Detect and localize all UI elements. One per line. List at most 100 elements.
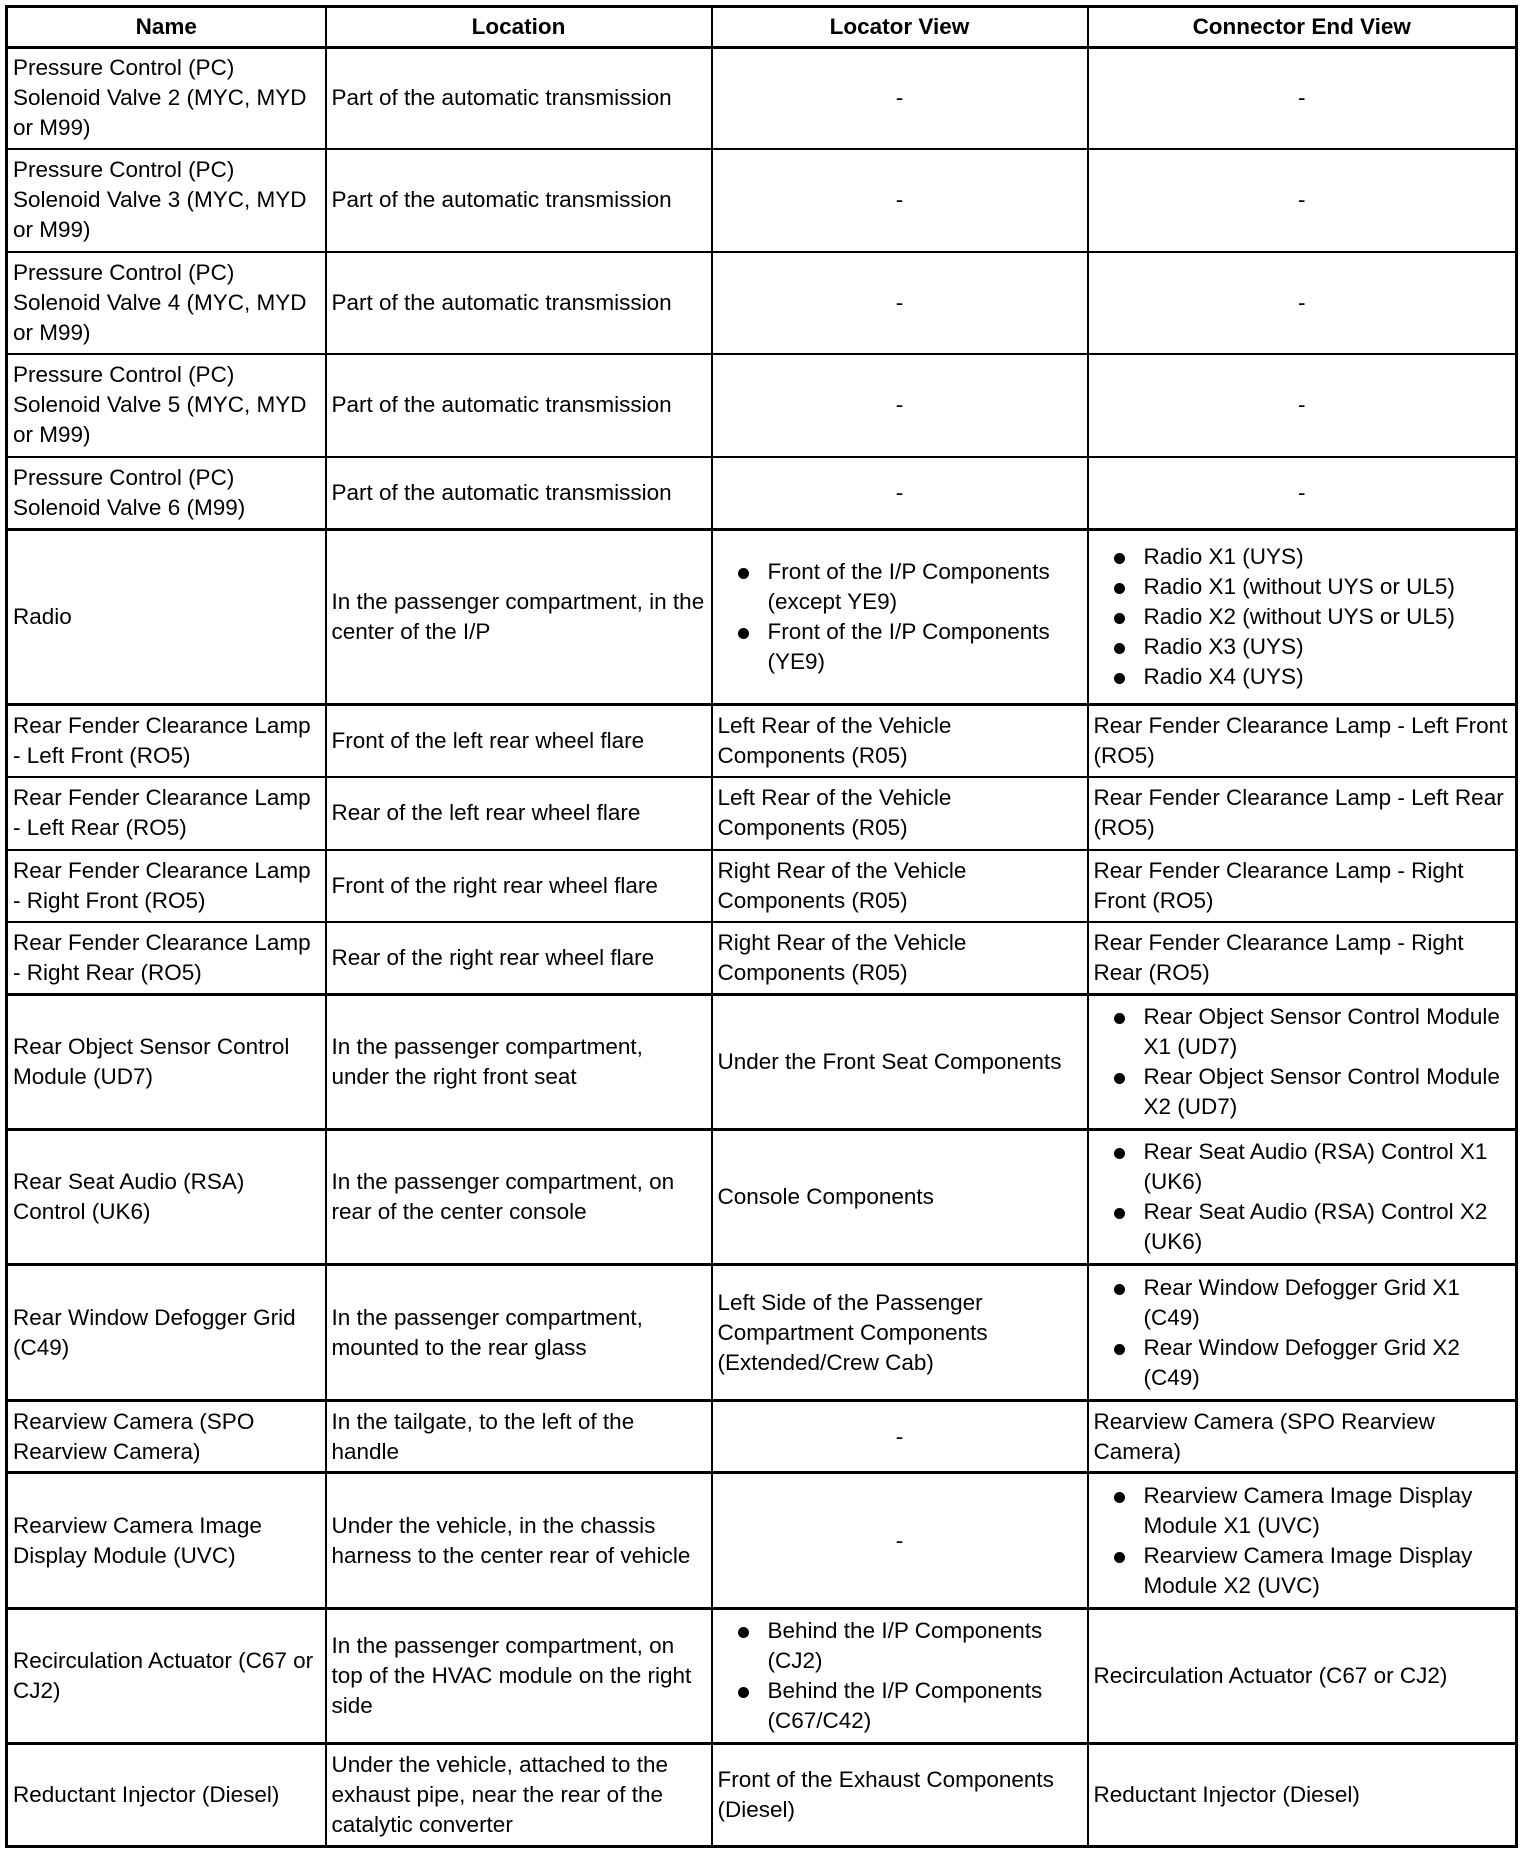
table-row: Pressure Control (PC) Solenoid Valve 5 (… <box>5 352 1518 458</box>
cell-connector: - <box>1086 46 1518 150</box>
table-row: Rear Fender Clearance Lamp - Right Front… <box>5 848 1518 923</box>
cell-connector: Rear Fender Clearance Lamp - Right Front… <box>1086 848 1518 923</box>
cell-location: In the tailgate, to the left of the hand… <box>324 1399 713 1474</box>
cell-location: Front of the left rear wheel flare <box>324 703 713 778</box>
bullet-item: Radio X4 (UYS) <box>1094 662 1511 692</box>
cell-locator: - <box>710 352 1089 458</box>
cell-location: Part of the automatic transmission <box>324 455 713 531</box>
table-row: Rear Window Defogger Grid (C49) In the pa… <box>5 1263 1518 1402</box>
cell-connector: Recirculation Actuator (C67 or CJ2) <box>1086 1607 1518 1745</box>
bullet-item: Rear Object Sensor Control Module X2 (UD… <box>1094 1062 1511 1122</box>
bullet-list: Behind the I/P Components (CJ2) Behind th… <box>718 1616 1082 1736</box>
table-row: Rear Object Sensor Control Module (UD7) I… <box>5 993 1518 1131</box>
cell-name: Pressure Control (PC) Solenoid Valve 4 (… <box>5 250 327 355</box>
cell-name: Pressure Control (PC) Solenoid Valve 5 (… <box>5 352 327 458</box>
cell-connector: Rearview Camera (SPO Rearview Camera) <box>1086 1399 1518 1474</box>
cell-connector: Radio X1 (UYS) Radio X1 (without UYS or U… <box>1086 528 1518 706</box>
bullet-list: Rear Seat Audio (RSA) Control X1 (UK6) Re… <box>1094 1137 1511 1257</box>
cell-locator: Left Rear of the Vehicle Components (R05… <box>710 703 1089 778</box>
cell-name: Rear Fender Clearance Lamp - Right Rear … <box>5 920 327 996</box>
cell-locator: Right Rear of the Vehicle Components (R0… <box>710 920 1089 996</box>
table-row: Rearview Camera (SPO Rearview Camera) In … <box>5 1399 1518 1474</box>
bullet-item: Rear Window Defogger Grid X1 (C49) <box>1094 1273 1511 1333</box>
table-row: Radio In the passenger compartment, in th… <box>5 528 1518 706</box>
cell-locator: - <box>710 1399 1089 1474</box>
cell-location: Front of the right rear wheel flare <box>324 848 713 923</box>
cell-location: In the passenger compartment, on top of … <box>324 1607 713 1745</box>
cell-name: Pressure Control (PC) Solenoid Valve 2 (… <box>5 46 327 150</box>
component-locator-table: Name Location Locator View Connector End… <box>5 5 1518 1848</box>
table-row: Rear Fender Clearance Lamp - Left Front … <box>5 703 1518 778</box>
cell-connector: - <box>1086 250 1518 355</box>
cell-name: Rear Object Sensor Control Module (UD7) <box>5 993 327 1131</box>
bullet-list: Rear Window Defogger Grid X1 (C49) Rear W… <box>1094 1273 1511 1393</box>
cell-locator: - <box>710 250 1089 355</box>
cell-name: Rear Fender Clearance Lamp - Left Rear (… <box>5 775 327 851</box>
cell-locator: - <box>710 46 1089 150</box>
table-row: Rearview Camera Image Display Module (UV… <box>5 1471 1518 1610</box>
cell-connector: Rear Window Defogger Grid X1 (C49) Rear W… <box>1086 1263 1518 1402</box>
bullet-item: Radio X2 (without UYS or UL5) <box>1094 602 1511 632</box>
cell-name: Radio <box>5 528 327 706</box>
cell-connector: Rearview Camera Image Display Module X1 … <box>1086 1471 1518 1610</box>
bullet-item: Radio X1 (without UYS or UL5) <box>1094 572 1511 602</box>
cell-name: Rear Seat Audio (RSA) Control (UK6) <box>5 1128 327 1266</box>
cell-location: Rear of the left rear wheel flare <box>324 775 713 851</box>
bullet-item: Behind the I/P Components (CJ2) <box>718 1616 1082 1676</box>
bullet-item: Front of the I/P Components (YE9) <box>718 617 1082 677</box>
cell-locator: Behind the I/P Components (CJ2) Behind th… <box>710 1607 1089 1745</box>
bullet-item: Rear Seat Audio (RSA) Control X2 (UK6) <box>1094 1197 1511 1257</box>
header-row: Name Location Locator View Connector End… <box>5 5 1518 49</box>
header-location: Location <box>324 5 713 49</box>
cell-location: Part of the automatic transmission <box>324 352 713 458</box>
cell-location: In the passenger compartment, under the … <box>324 993 713 1131</box>
bullet-item: Rearview Camera Image Display Module X2 … <box>1094 1541 1511 1601</box>
cell-locator: Right Rear of the Vehicle Components (R0… <box>710 848 1089 923</box>
bullet-item: Behind the I/P Components (C67/C42) <box>718 1676 1082 1736</box>
cell-location: Part of the automatic transmission <box>324 250 713 355</box>
cell-locator: Front of the Exhaust Components (Diesel) <box>710 1742 1089 1848</box>
cell-locator: - <box>710 455 1089 531</box>
cell-location: In the passenger compartment, on rear of… <box>324 1128 713 1266</box>
cell-locator: Under the Front Seat Components <box>710 993 1089 1131</box>
cell-location: Under the vehicle, in the chassis harnes… <box>324 1471 713 1610</box>
cell-name: Rear Fender Clearance Lamp - Left Front … <box>5 703 327 778</box>
cell-connector: - <box>1086 352 1518 458</box>
table-row: Rear Seat Audio (RSA) Control (UK6) In th… <box>5 1128 1518 1266</box>
cell-locator: - <box>710 1471 1089 1610</box>
bullet-item: Rear Object Sensor Control Module X1 (UD… <box>1094 1002 1511 1062</box>
cell-connector: Rear Object Sensor Control Module X1 (UD… <box>1086 993 1518 1131</box>
table-row: Recirculation Actuator (C67 or CJ2) In th… <box>5 1607 1518 1745</box>
cell-name: Recirculation Actuator (C67 or CJ2) <box>5 1607 327 1745</box>
table-row: Pressure Control (PC) Solenoid Valve 2 (… <box>5 46 1518 150</box>
cell-locator: Front of the I/P Components (except YE9)… <box>710 528 1089 706</box>
cell-location: Part of the automatic transmission <box>324 147 713 253</box>
bullet-item: Front of the I/P Components (except YE9) <box>718 557 1082 617</box>
table-row: Pressure Control (PC) Solenoid Valve 4 (… <box>5 250 1518 355</box>
table-row: Pressure Control (PC) Solenoid Valve 6 (… <box>5 455 1518 531</box>
table-row: Pressure Control (PC) Solenoid Valve 3 (… <box>5 147 1518 253</box>
cell-connector: Rear Fender Clearance Lamp - Right Rear … <box>1086 920 1518 996</box>
bullet-item: Radio X3 (UYS) <box>1094 632 1511 662</box>
cell-location: In the passenger compartment, mounted to… <box>324 1263 713 1402</box>
cell-name: Pressure Control (PC) Solenoid Valve 6 (… <box>5 455 327 531</box>
bullet-item: Rear Seat Audio (RSA) Control X1 (UK6) <box>1094 1137 1511 1197</box>
cell-name: Rearview Camera Image Display Module (UV… <box>5 1471 327 1610</box>
cell-location: Part of the automatic transmission <box>324 46 713 150</box>
cell-connector: - <box>1086 455 1518 531</box>
cell-locator: Left Side of the Passenger Compartment C… <box>710 1263 1089 1402</box>
cell-name: Rear Fender Clearance Lamp - Right Front… <box>5 848 327 923</box>
cell-locator: Left Rear of the Vehicle Components (R05… <box>710 775 1089 851</box>
bullet-list: Rear Object Sensor Control Module X1 (UD… <box>1094 1002 1511 1122</box>
cell-location: In the passenger compartment, in the cen… <box>324 528 713 706</box>
header-locator-view: Locator View <box>710 5 1089 49</box>
bullet-list: Front of the I/P Components (except YE9)… <box>718 557 1082 677</box>
cell-name: Rear Window Defogger Grid (C49) <box>5 1263 327 1402</box>
bullet-item: Rearview Camera Image Display Module X1 … <box>1094 1481 1511 1541</box>
cell-connector: Rear Fender Clearance Lamp - Left Front … <box>1086 703 1518 778</box>
cell-name: Pressure Control (PC) Solenoid Valve 3 (… <box>5 147 327 253</box>
bullet-list: Rearview Camera Image Display Module X1 … <box>1094 1481 1511 1601</box>
bullet-item: Radio X1 (UYS) <box>1094 542 1511 572</box>
bullet-list: Radio X1 (UYS) Radio X1 (without UYS or U… <box>1094 542 1511 692</box>
cell-name: Rearview Camera (SPO Rearview Camera) <box>5 1399 327 1474</box>
